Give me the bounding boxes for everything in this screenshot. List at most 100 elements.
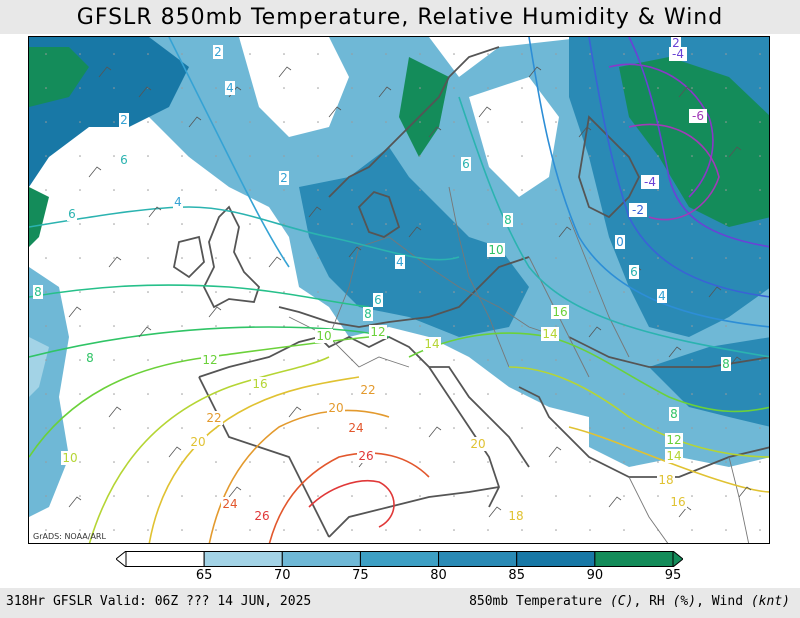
svg-text:4: 4 <box>226 81 234 95</box>
contour-label: -2 <box>629 203 647 217</box>
rh-colorbar <box>116 551 683 567</box>
wind-barbs <box>68 66 752 518</box>
svg-text:-4: -4 <box>644 175 656 189</box>
svg-text:26: 26 <box>254 509 269 523</box>
svg-text:22: 22 <box>206 411 221 425</box>
contour-label: 6 <box>119 153 129 167</box>
svg-text:18: 18 <box>508 509 523 523</box>
svg-text:16: 16 <box>552 305 567 319</box>
svg-text:10: 10 <box>316 329 331 343</box>
svg-text:2: 2 <box>214 45 222 59</box>
svg-text:4: 4 <box>396 255 404 269</box>
colorbar-segment <box>125 551 205 567</box>
svg-text:20: 20 <box>328 401 343 415</box>
contour-label: 20 <box>327 401 345 415</box>
svg-text:12: 12 <box>202 353 217 367</box>
svg-text:2: 2 <box>280 171 288 185</box>
contour-label: 4 <box>657 289 667 303</box>
valid-time: 318Hr GFSLR Valid: 06Z ??? 14 JUN, 2025 <box>6 594 312 609</box>
colorbar-right-arrow <box>672 551 683 567</box>
contour-label: 6 <box>461 157 471 171</box>
svg-text:16: 16 <box>670 495 685 509</box>
contour-label: -6 <box>689 109 707 123</box>
contour-label: 22 <box>205 411 223 425</box>
svg-text:14: 14 <box>424 337 439 351</box>
colorbar-tick-label: 65 <box>195 568 213 583</box>
contour-label: -4 <box>641 175 659 189</box>
svg-text:8: 8 <box>670 407 678 421</box>
svg-text:10: 10 <box>488 243 503 257</box>
weather-map[interactable]: 2 4 2 6 4 6 2 4 6 8 8 10 8 6 8 10 12 14 … <box>28 36 770 544</box>
svg-text:10: 10 <box>62 451 77 465</box>
contour-label: 10 <box>487 243 505 257</box>
contour-label: 8 <box>721 357 731 371</box>
colorbar-tick-label: 75 <box>352 568 369 583</box>
svg-text:14: 14 <box>666 449 681 463</box>
svg-text:8: 8 <box>722 357 730 371</box>
svg-text:12: 12 <box>666 433 681 447</box>
data-credit: GrADS: NOAA/ARL <box>33 532 106 541</box>
svg-text:24: 24 <box>348 421 363 435</box>
contour-label: 8 <box>85 351 95 365</box>
map-canvas: 2 4 2 6 4 6 2 4 6 8 8 10 8 6 8 10 12 14 … <box>29 37 769 543</box>
contour-label: 18 <box>507 509 525 523</box>
svg-text:2: 2 <box>120 113 128 127</box>
contour-label: 24 <box>221 497 239 511</box>
svg-text:18: 18 <box>658 473 673 487</box>
colorbar-segment <box>203 551 283 567</box>
contour-label: 6 <box>67 207 77 221</box>
svg-text:0: 0 <box>616 235 624 249</box>
svg-text:20: 20 <box>470 437 485 451</box>
contour-label: 26 <box>357 449 375 463</box>
svg-text:16: 16 <box>252 377 267 391</box>
svg-text:22: 22 <box>360 383 375 397</box>
colorbar-segment <box>281 551 361 567</box>
contour-label: 24 <box>347 421 365 435</box>
contour-label: 4 <box>395 255 405 269</box>
colorbar-left-arrow <box>116 551 127 567</box>
contour-label: 2 <box>213 45 223 59</box>
colorbar-tick-label: 85 <box>508 568 525 583</box>
colorbar-tick-label: 90 <box>586 568 604 583</box>
contour-label: 4 <box>173 195 183 209</box>
colorbar-tick-label: 95 <box>664 568 682 583</box>
contour-label: 26 <box>253 509 271 523</box>
svg-text:20: 20 <box>190 435 205 449</box>
borders <box>288 186 750 543</box>
svg-text:14: 14 <box>542 327 557 341</box>
contour-label: 14 <box>541 327 559 341</box>
contour-label: 18 <box>657 473 675 487</box>
colorbar-segment <box>594 551 674 567</box>
colorbar-segment <box>516 551 596 567</box>
contour-label: 10 <box>61 451 79 465</box>
contour-label: 4 <box>225 81 235 95</box>
svg-text:26: 26 <box>358 449 373 463</box>
svg-text:12: 12 <box>370 325 385 339</box>
svg-text:-6: -6 <box>692 109 704 123</box>
contour-label: 8 <box>33 285 43 299</box>
svg-text:4: 4 <box>174 195 182 209</box>
footer-bar: 318Hr GFSLR Valid: 06Z ??? 14 JUN, 2025 … <box>0 588 800 618</box>
svg-text:-4: -4 <box>672 47 684 61</box>
svg-text:-2: -2 <box>632 203 644 217</box>
svg-text:6: 6 <box>462 157 470 171</box>
contour-label: 8 <box>363 307 373 321</box>
svg-text:4: 4 <box>658 289 666 303</box>
svg-text:8: 8 <box>504 213 512 227</box>
contour-label: 12 <box>665 433 683 447</box>
contour-label: 2 <box>119 113 129 127</box>
colorbar-segment <box>359 551 440 567</box>
svg-text:6: 6 <box>120 153 128 167</box>
map-title: GFSLR 850mb Temperature, Relative Humidi… <box>0 0 800 34</box>
svg-text:8: 8 <box>364 307 372 321</box>
contour-label: 8 <box>669 407 679 421</box>
contour-label: 16 <box>669 495 687 509</box>
svg-text:8: 8 <box>86 351 94 365</box>
contour-label: 12 <box>201 353 219 367</box>
svg-text:6: 6 <box>68 207 76 221</box>
temperature-contours <box>29 37 769 543</box>
colorbar-tick-label: 70 <box>274 568 291 583</box>
svg-text:6: 6 <box>374 293 382 307</box>
contour-label: 10 <box>315 329 333 343</box>
legend-description: 850mb Temperature (C), RH (%), Wind (knt… <box>469 594 790 609</box>
